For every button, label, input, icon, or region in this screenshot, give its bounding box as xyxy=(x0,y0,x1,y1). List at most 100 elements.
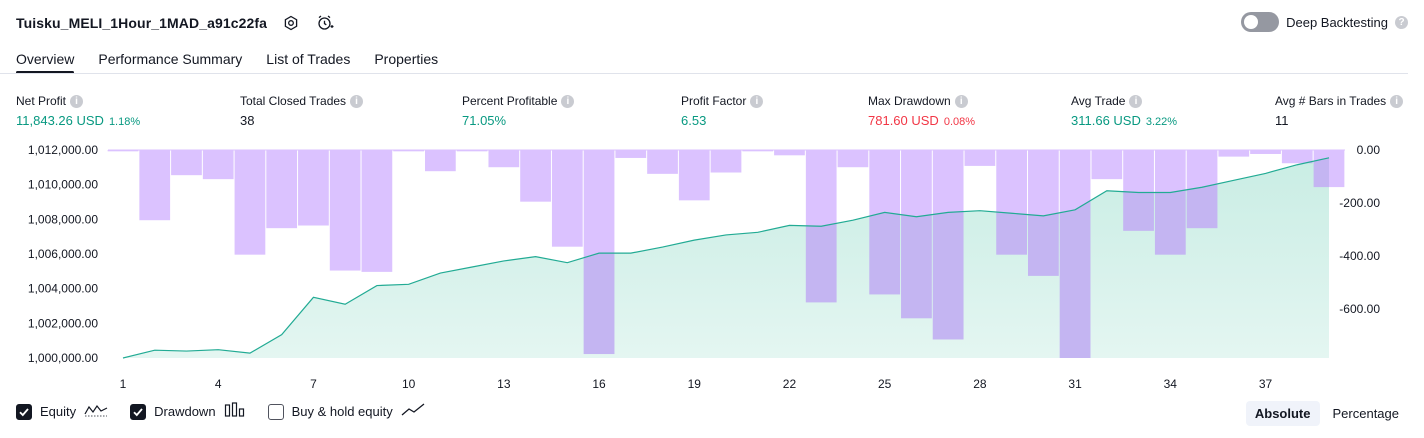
absolute-button[interactable]: Absolute xyxy=(1245,401,1320,426)
drawdown-bar xyxy=(837,150,869,168)
x-tick-label: 34 xyxy=(1164,377,1178,391)
metric-label: Profit Factor xyxy=(681,94,747,108)
drawdown-bar xyxy=(266,150,298,229)
legend-label: Buy & hold equity xyxy=(291,404,393,419)
y-axis-right: 0.00 -200.00 -400.00 -600.00 xyxy=(1339,143,1380,316)
strategy-header: Tuisku_MELI_1Hour_1MAD_a91c22fa xyxy=(16,8,335,38)
drawdown-bar xyxy=(1218,150,1250,157)
info-icon[interactable]: i xyxy=(954,94,968,108)
equity-fill xyxy=(123,157,1329,358)
metric-total-closed-trades: Total Closed Trades i 38 xyxy=(240,94,364,128)
drawdown-bar xyxy=(551,150,583,247)
tab-overview[interactable]: Overview xyxy=(16,44,75,74)
tab-properties[interactable]: Properties xyxy=(374,51,439,67)
x-axis: 1 4 7 10 13 16 19 22 25 28 31 34 37 xyxy=(120,377,1273,391)
metric-label: Avg # Bars in Trades xyxy=(1275,94,1387,108)
y-left-tick-label: 1,002,000.00 xyxy=(28,316,98,330)
equity-line xyxy=(122,157,1330,359)
metrics-row: Net Profit i 11,843.26 USD 1.18% Total Clo… xyxy=(16,94,1412,130)
x-tick-label: 28 xyxy=(973,377,987,391)
info-icon[interactable]: i xyxy=(70,94,84,108)
drawdown-bar xyxy=(329,150,361,271)
drawdown-bar xyxy=(678,150,710,201)
legend-buy-hold[interactable]: Buy & hold equity xyxy=(267,403,425,420)
metric-percent: 0.08% xyxy=(943,116,976,128)
drawdown-bar xyxy=(393,150,424,152)
y-left-tick-label: 1,006,000.00 xyxy=(28,247,98,261)
buy-hold-line-icon xyxy=(401,403,425,420)
drawdown-checkbox[interactable] xyxy=(130,403,147,420)
tab-performance-summary[interactable]: Performance Summary xyxy=(98,51,243,67)
y-left-tick-label: 1,012,000.00 xyxy=(28,143,98,157)
drawdown-bar xyxy=(234,150,266,255)
metric-label: Percent Profitable xyxy=(462,94,558,108)
metric-label: Total Closed Trades xyxy=(240,94,347,108)
metric-max-drawdown: Max Drawdown i 781.60 USD 0.08% xyxy=(868,94,975,128)
y-right-tick-label: -400.00 xyxy=(1339,249,1380,263)
metric-value: 71.05% xyxy=(462,113,507,128)
drawdown-bar xyxy=(456,150,488,152)
drawdown-bar xyxy=(647,150,678,174)
equity-line-icon xyxy=(84,403,108,420)
legend-label: Equity xyxy=(40,404,77,419)
add-alert-icon[interactable] xyxy=(315,13,335,33)
drawdown-bar xyxy=(742,150,774,152)
drawdown-bar xyxy=(107,150,139,152)
x-tick-label: 37 xyxy=(1259,377,1273,391)
metric-label: Max Drawdown xyxy=(868,94,951,108)
equity-checkbox[interactable] xyxy=(16,403,32,420)
y-right-tick-label: 0.00 xyxy=(1357,143,1381,157)
x-tick-label: 22 xyxy=(783,377,797,391)
metric-value: 311.66 USD xyxy=(1071,113,1141,128)
metric-value: 11 xyxy=(1275,113,1289,128)
metric-value: 781.60 USD xyxy=(868,113,939,128)
deep-backtesting-toggle[interactable] xyxy=(1241,12,1280,32)
legend-label: Drawdown xyxy=(154,404,216,419)
metric-percent: 1.18% xyxy=(108,116,141,128)
y-axis-left: 1,000,000.00 1,002,000.00 1,004,000.00 1,00… xyxy=(28,143,98,365)
scale-mode-toggle: Absolute Percentage xyxy=(1245,401,1408,426)
settings-gear-icon[interactable] xyxy=(281,13,301,33)
equity-drawdown-chart[interactable]: 1,000,000.00 1,002,000.00 1,004,000.00 1,00… xyxy=(0,136,1424,396)
legend-drawdown[interactable]: Drawdown xyxy=(130,402,245,421)
drawdown-bar xyxy=(139,150,171,221)
drawdown-bar xyxy=(361,150,393,272)
metric-value: 38 xyxy=(240,113,255,128)
x-tick-label: 4 xyxy=(215,377,222,391)
info-icon[interactable]: i xyxy=(561,94,575,108)
metric-value: 11,843.26 USD xyxy=(16,113,104,128)
drawdown-bar xyxy=(488,150,520,168)
x-tick-label: 16 xyxy=(592,377,606,391)
metric-label: Avg Trade xyxy=(1071,94,1126,108)
help-icon[interactable]: ? xyxy=(1395,15,1408,29)
x-tick-label: 25 xyxy=(878,377,892,391)
metric-avg-trade: Avg Trade i 311.66 USD 3.22% xyxy=(1071,94,1177,128)
y-left-tick-label: 1,004,000.00 xyxy=(28,282,98,296)
drawdown-bar xyxy=(710,150,742,173)
info-icon[interactable]: i xyxy=(750,94,764,108)
metric-value: 6.53 xyxy=(681,113,707,128)
drawdown-bar xyxy=(774,150,805,156)
drawdown-bar xyxy=(171,150,202,176)
info-icon[interactable]: i xyxy=(350,94,364,108)
tab-list-of-trades[interactable]: List of Trades xyxy=(266,51,351,67)
info-icon[interactable]: i xyxy=(1129,94,1143,108)
toggle-knob xyxy=(1244,15,1259,29)
metric-profit-factor: Profit Factor i 6.53 xyxy=(681,94,764,128)
info-icon[interactable]: i xyxy=(1390,94,1404,108)
x-tick-label: 7 xyxy=(310,377,317,391)
drawdown-bar xyxy=(298,150,329,226)
metric-net-profit: Net Profit i 11,843.26 USD 1.18% xyxy=(16,94,140,128)
drawdown-bar xyxy=(202,150,234,180)
legend-equity[interactable]: Equity xyxy=(16,403,108,420)
x-tick-label: 19 xyxy=(688,377,702,391)
y-right-tick-label: -200.00 xyxy=(1339,196,1380,210)
percentage-button[interactable]: Percentage xyxy=(1332,406,1400,421)
chart-legend: Equity Drawdown Buy & hold equity xyxy=(16,402,425,421)
drawdown-bar xyxy=(425,150,456,172)
strategy-title: Tuisku_MELI_1Hour_1MAD_a91c22fa xyxy=(16,15,268,31)
tab-divider xyxy=(0,73,1408,74)
x-tick-label: 1 xyxy=(120,377,127,391)
buy-hold-checkbox[interactable] xyxy=(267,403,284,420)
x-tick-label: 13 xyxy=(497,377,511,391)
